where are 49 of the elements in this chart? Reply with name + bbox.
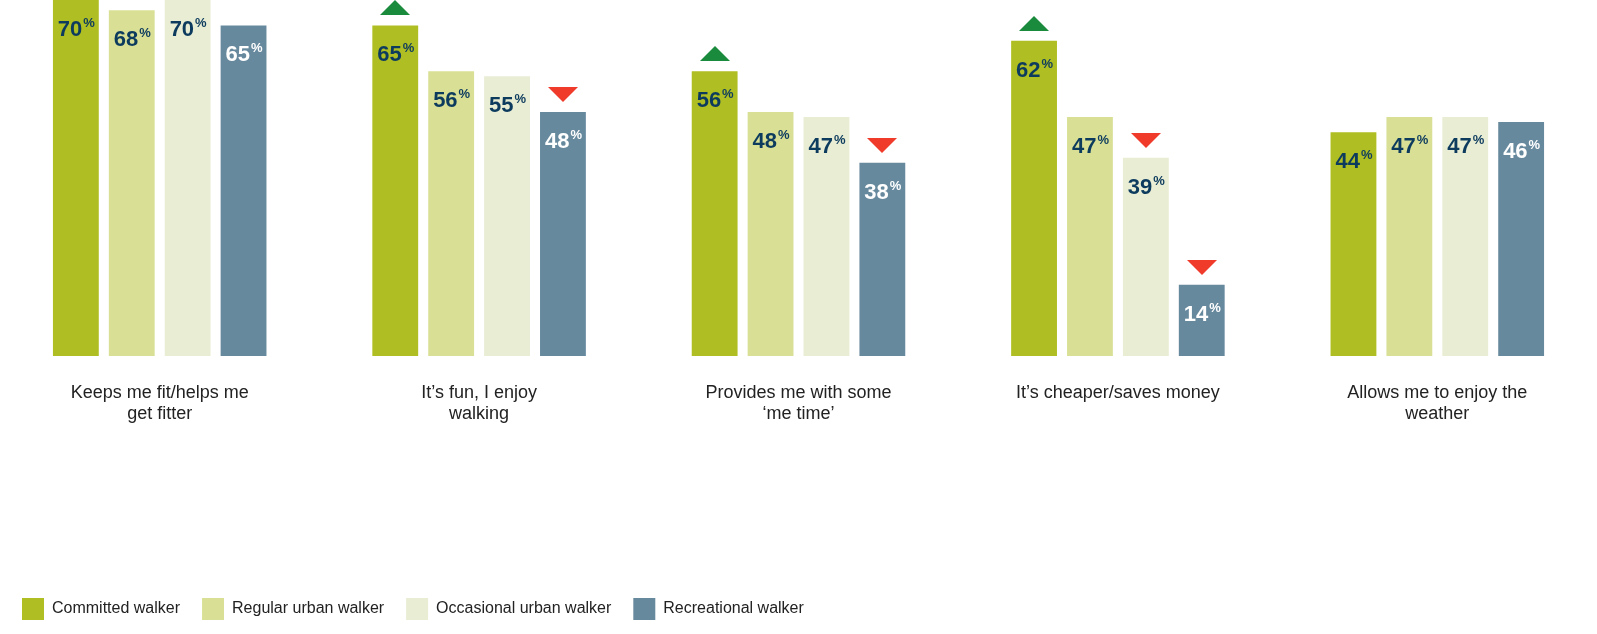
data-label: 65%: [225, 40, 263, 67]
data-label: 47%: [1447, 131, 1485, 158]
data-label: 47%: [808, 131, 846, 158]
bar: [372, 25, 419, 356]
legend-label: Recreational walker: [663, 599, 805, 617]
bar: [859, 162, 906, 356]
bar: [1498, 122, 1545, 356]
data-label: 47%: [1071, 131, 1110, 158]
bar: [484, 76, 530, 356]
data-label: 70%: [57, 15, 96, 41]
legend-label: Regular urban walker: [232, 599, 385, 617]
data-label: 48%: [752, 126, 791, 153]
data-label: 56%: [696, 86, 735, 113]
data-label: 68%: [113, 25, 152, 52]
bar: [540, 111, 586, 356]
bar: [747, 111, 794, 356]
data-label: 62%: [1016, 55, 1054, 82]
bar: [1178, 284, 1225, 356]
bar: [1442, 116, 1489, 356]
bar: [803, 116, 850, 356]
bar: [1011, 40, 1057, 356]
bar: [220, 25, 267, 356]
bar: [52, 0, 99, 356]
x-tick-label: It’s cheaper/saves money: [1016, 381, 1220, 402]
data-label: 65%: [377, 40, 415, 67]
x-tick-label: Keeps me fit/helps me get fitter: [70, 381, 249, 424]
data-label: 70%: [169, 15, 208, 41]
data-label: 47%: [1391, 131, 1429, 158]
bar: [1122, 157, 1169, 356]
bar: [108, 10, 155, 356]
data-label: 56%: [433, 86, 471, 113]
bar: [1330, 132, 1377, 356]
data-label: 48%: [544, 126, 583, 153]
x-tick-label: Provides me with some ‘me time’: [705, 381, 892, 424]
bar: [164, 0, 211, 356]
data-label: 55%: [489, 91, 527, 118]
bar: [428, 71, 475, 356]
data-label: 46%: [1503, 137, 1541, 164]
bar: [691, 71, 738, 356]
x-tick-label: Allows me to enjoy the weather: [1347, 381, 1528, 424]
data-label: 44%: [1335, 147, 1373, 174]
data-label: 39%: [1127, 172, 1166, 199]
legend-label: Occasional urban walker: [436, 599, 612, 617]
data-label: 14%: [1183, 299, 1222, 326]
data-label: 38%: [864, 177, 902, 204]
bar: [1067, 116, 1113, 356]
bar: [1386, 116, 1433, 356]
x-tick-label: It’s fun, I enjoy walking: [421, 381, 537, 424]
legend-label: Committed walker: [52, 599, 181, 617]
